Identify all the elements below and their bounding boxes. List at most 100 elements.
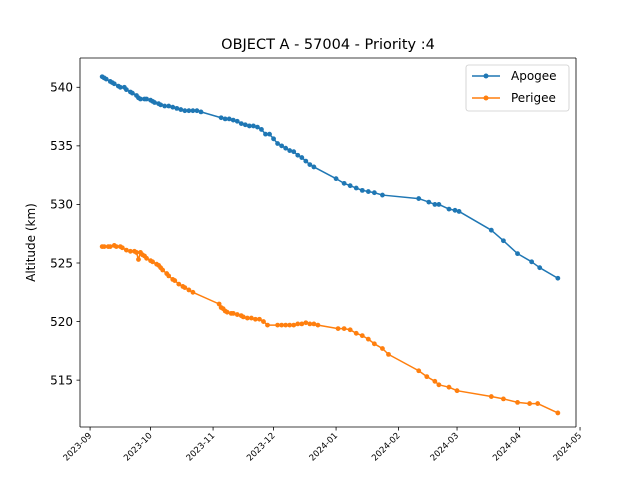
data-point-perigee [365, 336, 371, 342]
data-point-apogee [158, 102, 164, 108]
data-point-perigee [446, 384, 452, 390]
data-point-apogee [190, 108, 196, 114]
data-point-perigee [386, 351, 391, 357]
data-point-perigee [432, 378, 438, 384]
data-point-perigee [182, 285, 188, 290]
data-point-perigee [134, 250, 139, 255]
x-tick-label: 2024-02 [370, 431, 402, 463]
y-tick-label: 535 [50, 139, 73, 153]
data-point-perigee [172, 278, 178, 283]
data-point-apogee [446, 206, 452, 212]
data-point-apogee [426, 199, 432, 205]
x-tick-label: 2023-10 [122, 431, 154, 463]
x-tick-label: 2024-03 [429, 431, 461, 463]
y-tick-label: 515 [50, 373, 73, 387]
data-point-perigee [424, 374, 430, 380]
data-point-perigee [283, 322, 289, 328]
data-point-apogee [222, 116, 228, 122]
data-point-perigee [341, 326, 347, 331]
data-point-perigee [488, 394, 494, 399]
series-layer [99, 74, 561, 416]
data-point-apogee [347, 183, 353, 189]
data-point-perigee [436, 382, 442, 388]
data-point-apogee [271, 136, 276, 142]
data-point-perigee [248, 315, 254, 321]
x-tick-label: 2023-09 [62, 431, 94, 463]
y-axis-label: Altitude (km) [24, 203, 38, 282]
legend-entry-apogee: Apogee [472, 69, 557, 83]
x-tick-label: 2023-12 [245, 431, 277, 463]
y-tick-label: 525 [50, 256, 73, 270]
data-point-apogee [371, 190, 377, 196]
data-point-apogee [267, 131, 272, 137]
data-point-apogee [555, 275, 561, 281]
data-point-perigee [265, 322, 270, 328]
data-point-apogee [416, 196, 422, 201]
legend-marker-apogee [483, 73, 489, 79]
data-point-apogee [263, 131, 268, 137]
data-point-perigee [166, 273, 172, 279]
data-point-apogee [230, 117, 236, 123]
data-point-apogee [174, 105, 180, 111]
data-point-apogee [234, 118, 240, 124]
data-point-perigee [123, 247, 129, 253]
data-point-perigee [347, 327, 353, 333]
data-point-apogee [488, 227, 494, 233]
data-point-apogee [152, 100, 158, 105]
data-point-perigee [287, 322, 293, 328]
data-point-perigee [380, 346, 385, 351]
x-axis: 2023-09 2023-10 2023-11 2023-12 2024-01 2024-… [62, 427, 584, 464]
plot-area [79, 57, 577, 428]
data-point-apogee [341, 180, 347, 186]
data-point-perigee [240, 314, 246, 320]
data-point-perigee [279, 322, 285, 328]
data-point-apogee [275, 141, 280, 146]
data-point-apogee [436, 202, 442, 207]
y-tick-label: 530 [50, 198, 73, 212]
data-point-apogee [452, 207, 458, 213]
data-point-perigee [359, 333, 365, 339]
data-point-apogee [226, 116, 232, 122]
data-point-perigee [291, 322, 297, 328]
data-point-apogee [166, 103, 172, 109]
data-point-perigee [160, 267, 166, 273]
data-point-apogee [138, 96, 143, 102]
data-point-apogee [242, 122, 248, 128]
series-perigee [99, 243, 561, 416]
x-tick-label: 2024-05 [552, 431, 584, 463]
data-point-perigee [190, 289, 196, 295]
data-point-perigee [101, 244, 107, 250]
data-point-apogee [182, 108, 188, 114]
data-point-perigee [234, 312, 240, 317]
data-point-apogee [515, 251, 520, 257]
data-point-perigee [515, 400, 520, 405]
data-point-apogee [238, 121, 244, 126]
data-point-apogee [103, 76, 109, 82]
data-point-apogee [144, 96, 149, 102]
data-point-perigee [335, 326, 341, 331]
data-point-perigee [150, 259, 155, 265]
x-tick-label: 2024-04 [491, 431, 523, 463]
data-point-apogee [194, 108, 200, 114]
data-point-apogee [251, 123, 256, 129]
data-point-perigee [119, 245, 125, 251]
data-point-perigee [186, 287, 192, 293]
data-point-apogee [198, 109, 204, 115]
legend-label-perigee: Perigee [511, 91, 556, 105]
x-tick-label: 2024-01 [308, 431, 340, 463]
data-point-apogee [432, 202, 438, 207]
data-point-apogee [501, 238, 506, 244]
data-point-perigee [216, 301, 222, 307]
data-point-apogee [246, 123, 252, 129]
data-point-perigee [416, 368, 422, 374]
data-point-perigee [527, 401, 533, 406]
data-point-perigee [136, 257, 141, 262]
data-point-apogee [218, 115, 224, 121]
data-point-apogee [111, 81, 117, 87]
data-point-apogee [130, 90, 135, 96]
data-point-perigee [257, 316, 262, 322]
data-point-apogee [287, 148, 293, 153]
data-point-apogee [537, 265, 543, 271]
data-point-apogee [353, 185, 359, 191]
